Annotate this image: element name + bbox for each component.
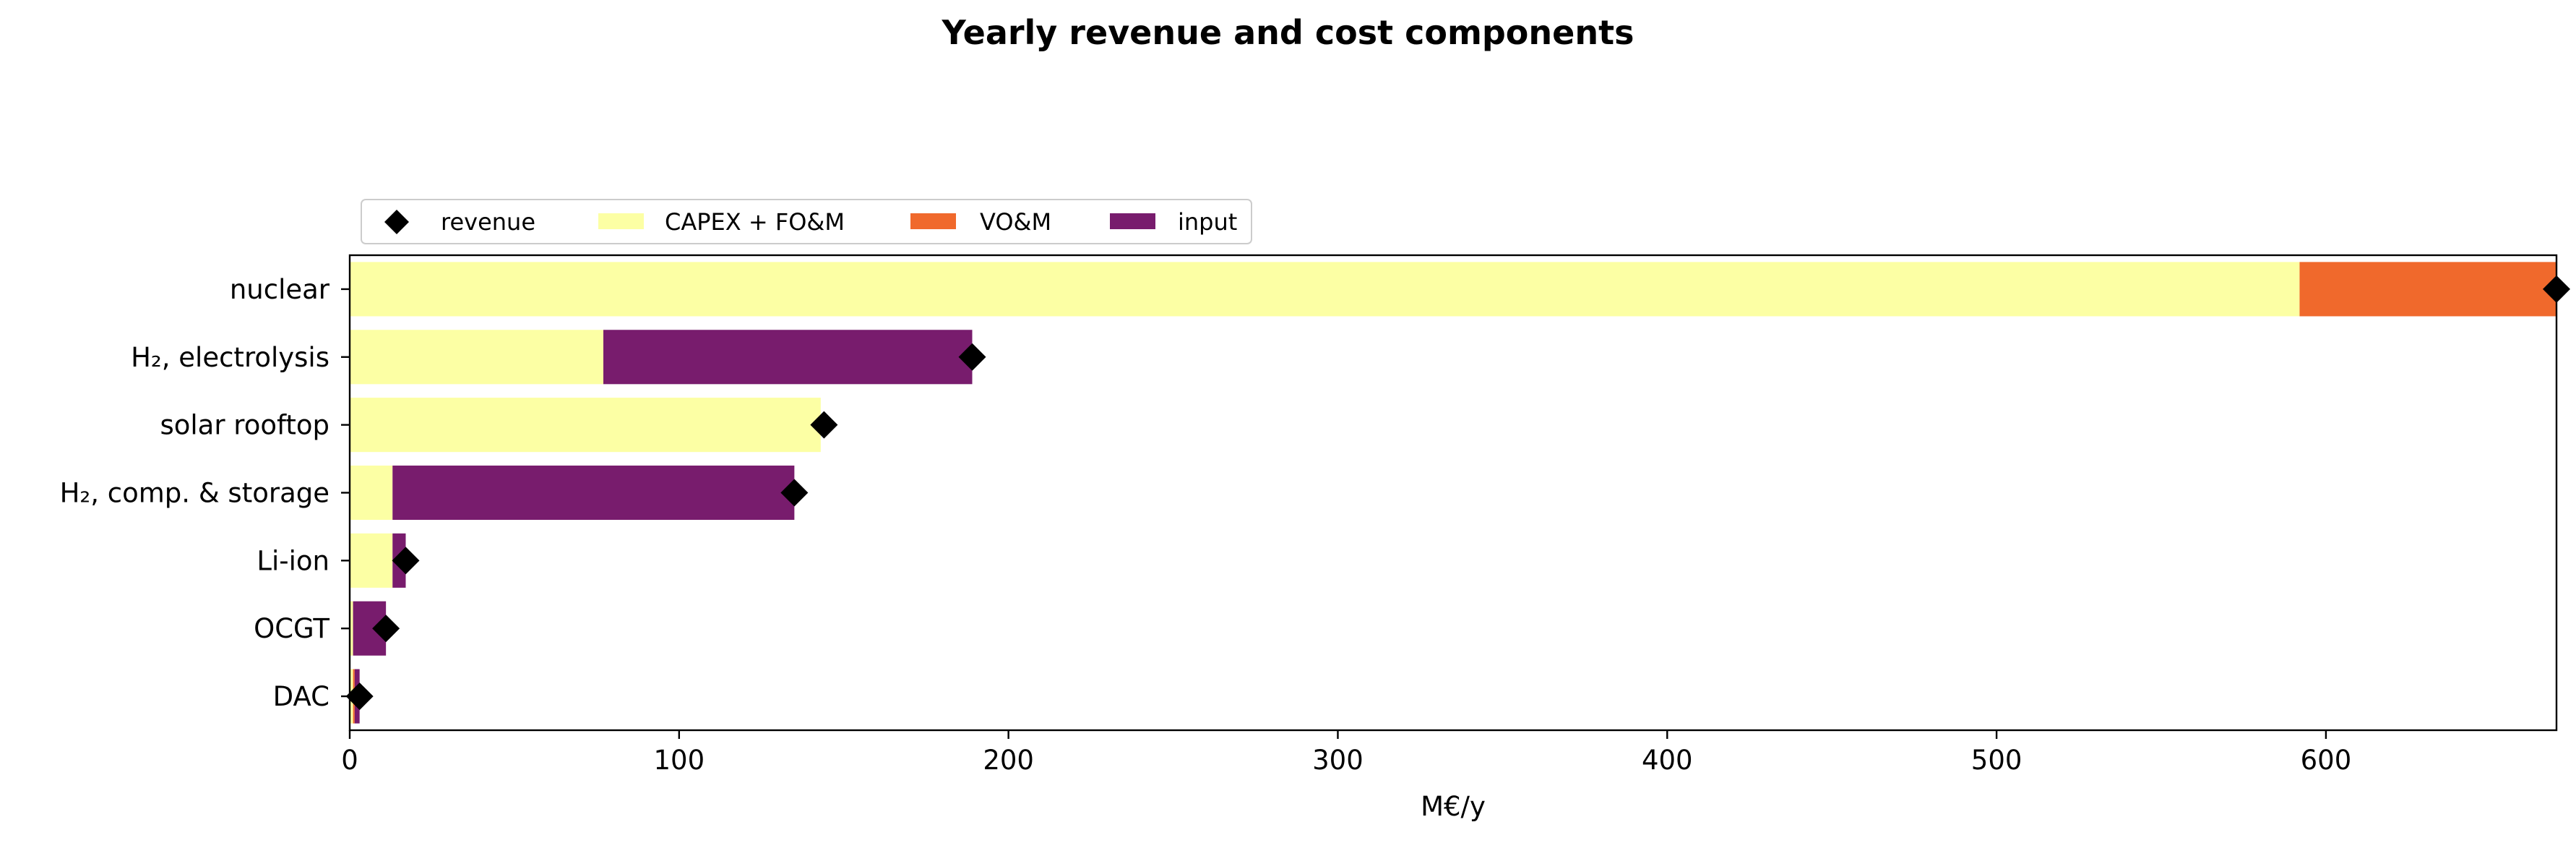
x-tick-label-5: 500 [1971,745,2023,776]
y-tick-label-0: DAC [273,681,329,712]
x-tick-label-2: 200 [983,745,1034,776]
bar-vom-6 [2299,262,2556,317]
bar-input-3 [392,465,795,521]
y-tick-label-6: nuclear [230,274,330,305]
x-tick-label-1: 100 [654,745,705,776]
revenue-marker-3 [780,479,809,507]
legend-swatch-capex [598,213,644,229]
y-tick-label-1: OCGT [254,613,329,644]
x-tick-label-6: 600 [2301,745,2352,776]
legend-label-input: input [1178,208,1237,236]
legend-swatch-vom [910,213,956,229]
y-tick-label-3: H₂, comp. & storage [60,478,329,509]
bar-capex-6 [350,262,2300,317]
x-tick-label-4: 400 [1642,745,1693,776]
bar-capex-2 [350,533,393,588]
bar-capex-4 [350,398,821,453]
bar-input-5 [603,330,973,385]
x-tick-label-0: 0 [341,745,358,776]
legend-label-revenue: revenue [441,208,535,236]
y-axis: DAC OCGT Li-ion H₂, comp. & storage solar ro… [60,274,350,712]
bar-capex-5 [350,330,603,385]
legend: revenue CAPEX + FO&M VO&M input [361,199,1252,244]
x-axis: 0 100 200 300 400 500 600 [341,730,2351,776]
revenue-marker-1 [372,615,400,643]
x-axis-title: M€/y [1421,791,1486,822]
y-tick-label-2: Li-ion [257,545,329,576]
bars-layer [350,262,2556,724]
bar-capex-1 [350,601,353,656]
revenue-marker-0 [345,682,374,711]
x-tick-label-3: 300 [1312,745,1364,776]
y-tick-label-5: H₂, electrolysis [131,342,329,373]
bar-capex-3 [350,465,393,521]
y-tick-label-4: solar rooftop [160,410,329,441]
legend-revenue-marker [384,210,409,234]
revenue-markers [345,275,2570,711]
revenue-marker-2 [392,547,420,575]
legend-swatch-input [1110,213,1155,229]
revenue-marker-5 [958,343,986,371]
revenue-marker-4 [810,411,838,439]
legend-frame [361,199,1252,244]
legend-label-vom: VO&M [980,208,1051,236]
chart-title: Yearly revenue and cost components [942,13,1634,52]
legend-label-capex: CAPEX + FO&M [665,208,845,236]
